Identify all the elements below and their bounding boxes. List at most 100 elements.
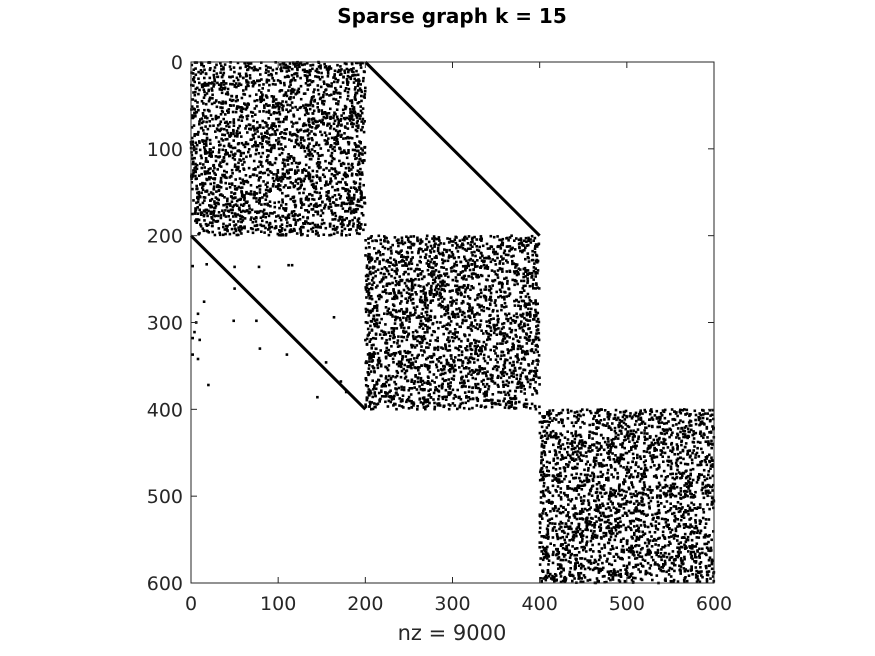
nonzero-marker (280, 69, 284, 73)
nonzero-marker (451, 301, 454, 305)
nonzero-marker (452, 378, 455, 381)
nonzero-marker (337, 180, 340, 184)
nonzero-marker (459, 260, 462, 264)
nonzero-marker (412, 337, 416, 341)
nonzero-marker (332, 224, 336, 228)
nonzero-marker (333, 149, 337, 152)
nonzero-marker (418, 259, 421, 263)
nonzero-marker (283, 165, 286, 168)
nonzero-marker (448, 339, 451, 342)
nonzero-marker (285, 70, 289, 73)
nonzero-marker (197, 92, 200, 96)
nonzero-marker (407, 272, 410, 276)
nonzero-marker (368, 261, 371, 264)
nonzero-marker (228, 144, 231, 148)
nonzero-marker (386, 240, 389, 243)
nonzero-marker (233, 187, 237, 191)
nonzero-marker (461, 242, 464, 246)
nonzero-marker (228, 98, 232, 101)
nonzero-marker (471, 376, 475, 380)
nonzero-marker (389, 249, 393, 252)
nonzero-marker (343, 69, 346, 72)
nonzero-marker (336, 225, 339, 229)
nonzero-marker (216, 124, 220, 127)
nonzero-marker (348, 75, 351, 79)
nonzero-marker (442, 364, 445, 368)
nonzero-marker (232, 220, 235, 223)
nonzero-marker (289, 224, 292, 227)
nonzero-marker (465, 319, 468, 322)
nonzero-marker (397, 241, 401, 245)
nonzero-marker (308, 71, 311, 74)
nonzero-marker (309, 64, 312, 67)
nonzero-marker (335, 139, 338, 143)
nonzero-marker (295, 64, 299, 67)
nonzero-marker (271, 76, 274, 80)
nonzero-marker (426, 304, 430, 307)
nonzero-marker (220, 88, 223, 91)
nonzero-marker (359, 105, 362, 108)
nonzero-marker (302, 123, 305, 126)
nonzero-marker (207, 109, 211, 113)
nonzero-marker (375, 321, 378, 324)
nonzero-marker (354, 86, 357, 89)
nonzero-marker (511, 345, 514, 349)
nonzero-marker (506, 236, 509, 240)
nonzero-marker (306, 75, 309, 78)
nonzero-marker (572, 424, 575, 428)
nonzero-marker (385, 338, 388, 342)
nonzero-marker (436, 345, 440, 349)
nonzero-marker (224, 181, 227, 185)
nonzero-marker (513, 271, 517, 275)
nonzero-marker (240, 110, 244, 114)
nonzero-marker (310, 148, 314, 151)
nonzero-marker (429, 396, 433, 399)
nonzero-marker (424, 317, 427, 320)
nonzero-marker (200, 63, 203, 67)
nonzero-marker (519, 362, 523, 365)
nonzero-marker (361, 149, 364, 152)
nonzero-marker (400, 326, 403, 329)
nonzero-marker (384, 377, 388, 380)
nonzero-marker (328, 197, 332, 200)
nonzero-marker (534, 275, 537, 278)
nonzero-marker (420, 299, 424, 302)
nonzero-marker (344, 188, 347, 191)
nonzero-marker (524, 352, 527, 356)
nonzero-marker (224, 209, 227, 212)
nonzero-marker (278, 105, 281, 109)
nonzero-marker (277, 140, 281, 143)
nonzero-marker (254, 144, 258, 148)
nonzero-marker (253, 99, 256, 103)
nonzero-marker (496, 314, 499, 318)
nonzero-marker (487, 355, 490, 359)
nonzero-marker (558, 438, 562, 442)
nonzero-marker (331, 227, 335, 231)
nonzero-marker (476, 259, 479, 262)
nonzero-marker (433, 280, 437, 284)
nonzero-marker (503, 390, 506, 394)
nonzero-marker (468, 333, 471, 337)
nonzero-marker (391, 308, 395, 312)
nonzero-marker (238, 208, 241, 212)
nonzero-marker (228, 75, 231, 79)
nonzero-marker (440, 287, 444, 291)
nonzero-marker (465, 366, 468, 370)
nonzero-marker (336, 231, 339, 234)
nonzero-marker (522, 356, 526, 360)
nonzero-marker (433, 381, 436, 384)
nonzero-marker (512, 337, 515, 341)
nonzero-marker (489, 398, 493, 402)
nonzero-marker (401, 264, 404, 267)
nonzero-marker (432, 239, 436, 243)
nonzero-marker (270, 171, 273, 174)
nonzero-marker (454, 276, 458, 279)
nonzero-marker (423, 298, 427, 302)
nonzero-marker (268, 200, 272, 203)
nonzero-marker (242, 194, 246, 198)
nonzero-marker (255, 224, 258, 227)
nonzero-marker (264, 71, 268, 74)
nonzero-marker (257, 211, 261, 214)
nonzero-marker (207, 151, 211, 154)
nonzero-marker (213, 233, 217, 237)
